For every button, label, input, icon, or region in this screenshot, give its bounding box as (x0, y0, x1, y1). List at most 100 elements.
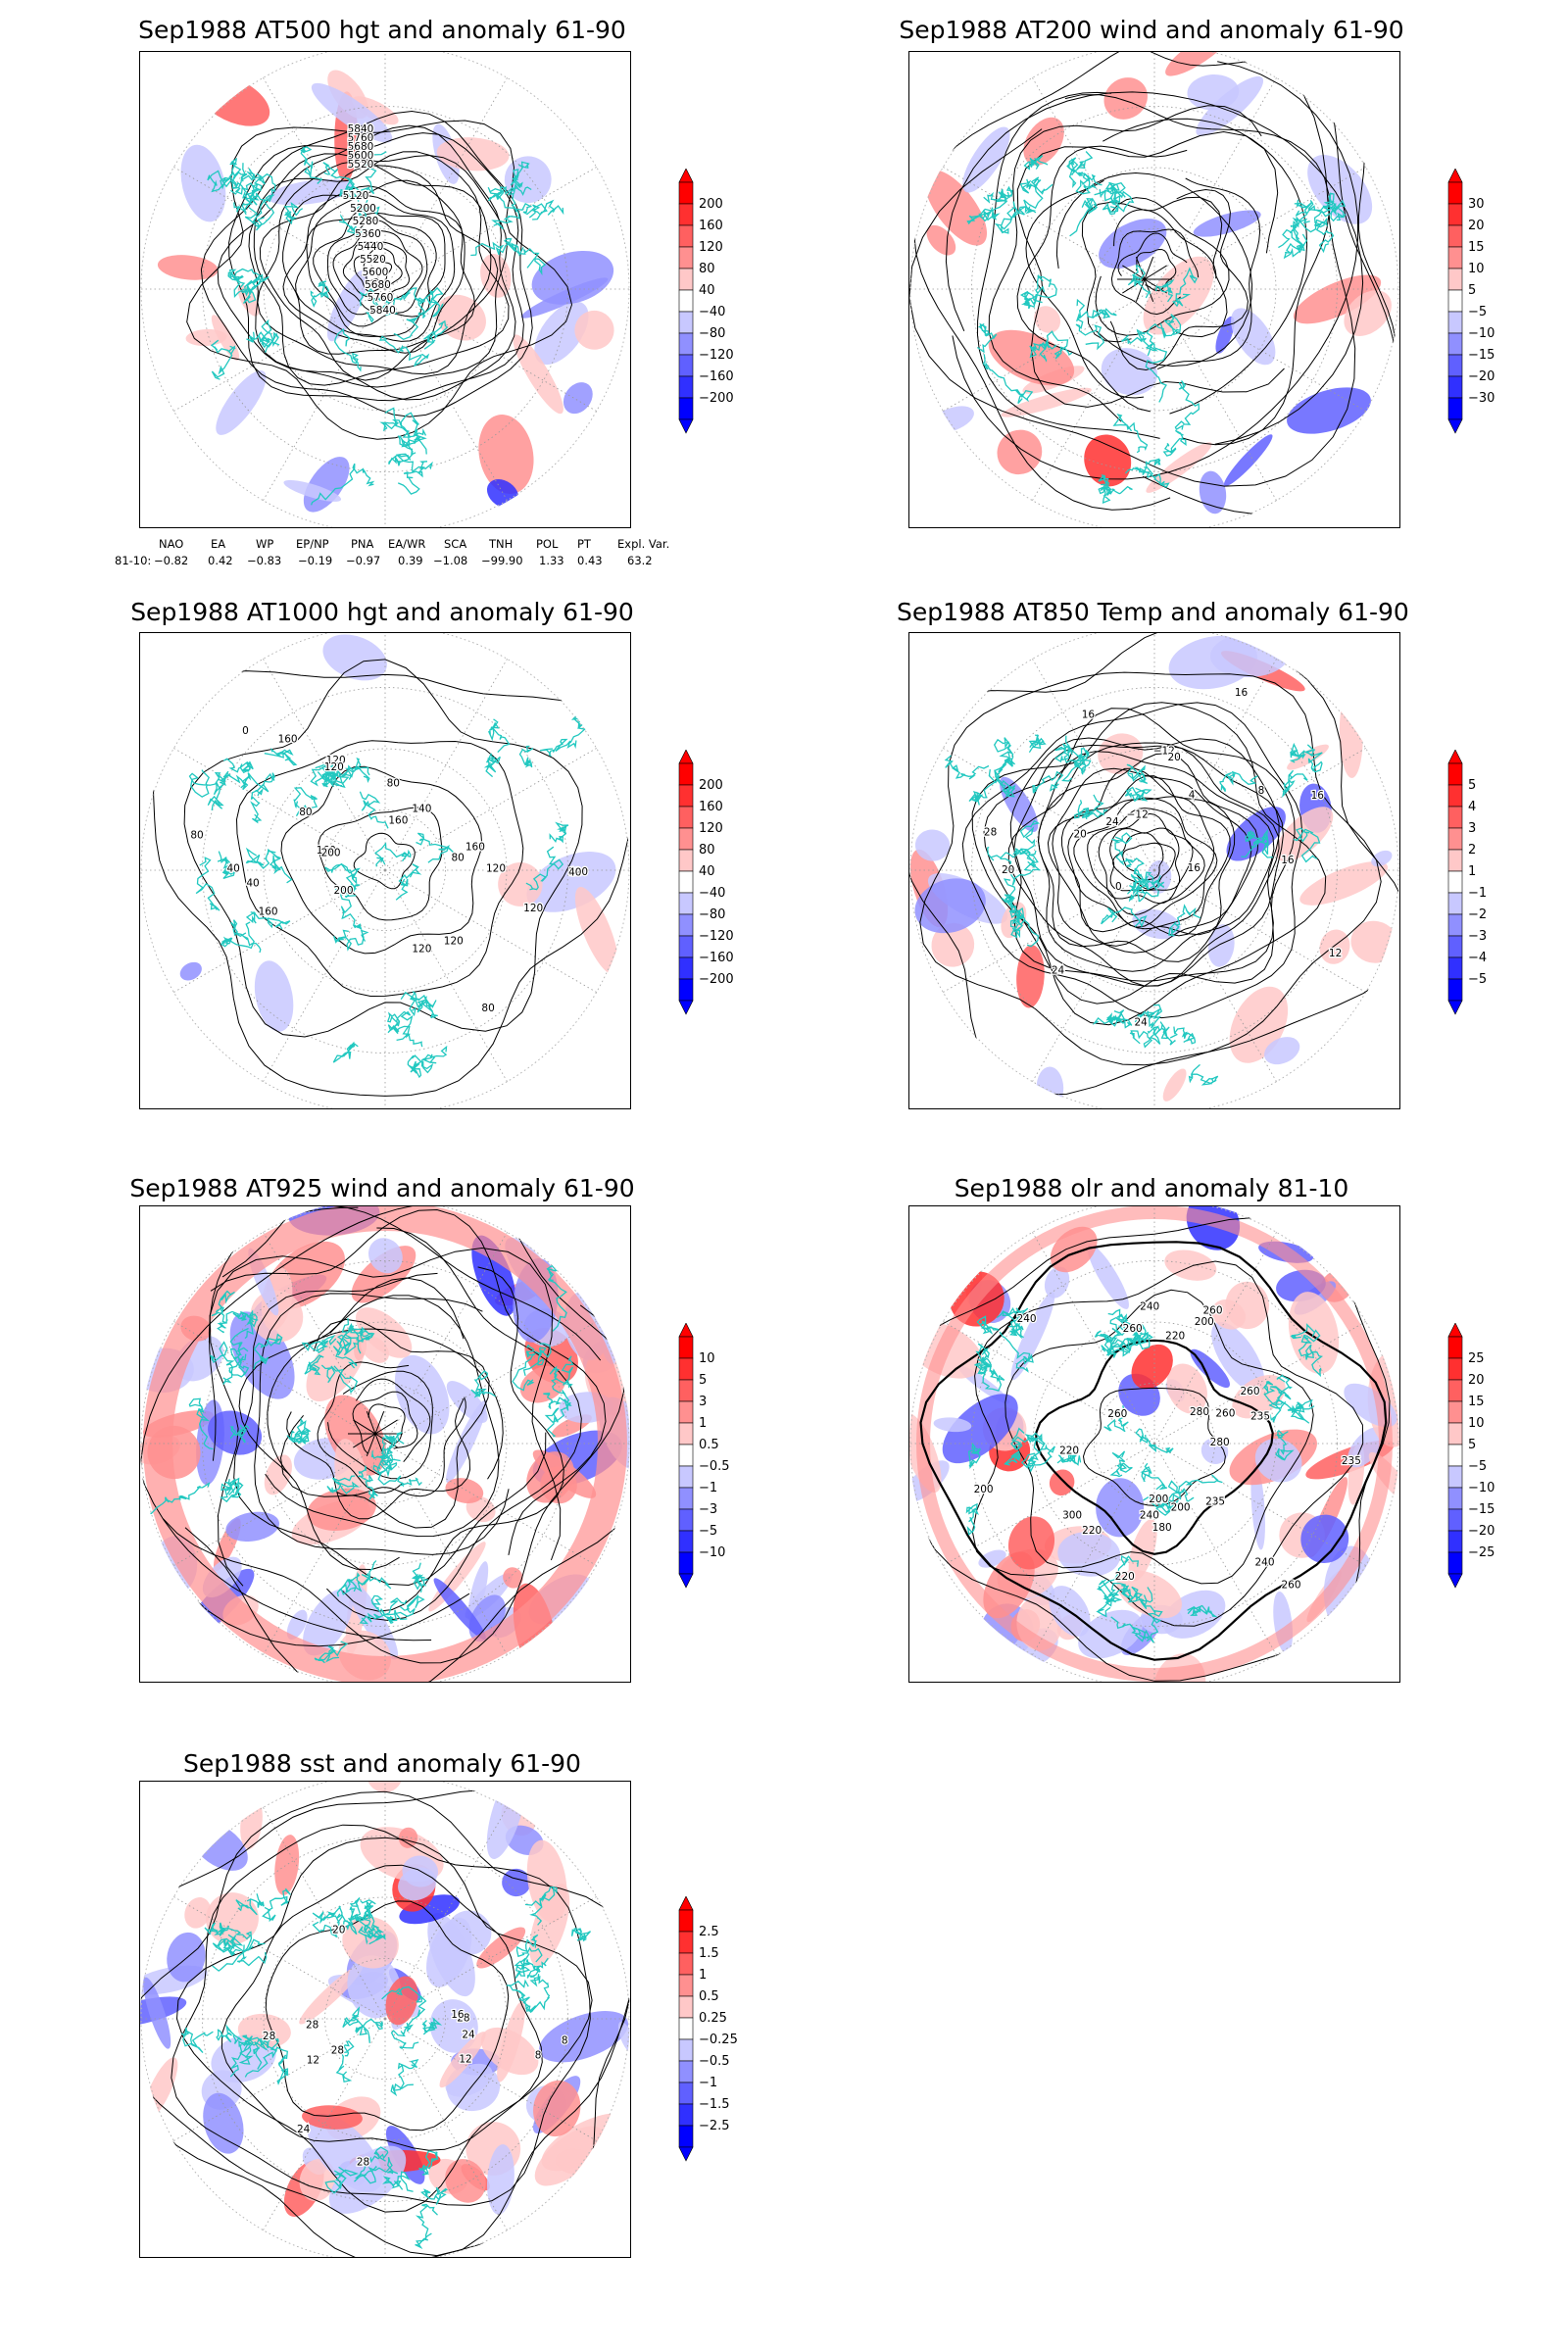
colorbar-tick-label: −120 (699, 348, 734, 363)
coastline (1004, 1449, 1021, 1466)
contour-line (1037, 751, 1275, 972)
coastline (180, 2027, 214, 2053)
colorbar-segment (678, 397, 694, 420)
longitude-gridline (384, 658, 509, 871)
coastline (995, 185, 1013, 203)
coastline (982, 354, 1034, 405)
colorbar-tick-label: −2 (1468, 907, 1487, 922)
coastline (220, 168, 256, 190)
contour-label: 120 (324, 761, 344, 773)
colorbar-tick-label: 1 (1468, 864, 1476, 879)
contour-label: 16 (1281, 855, 1295, 866)
contour-label: 5280 (353, 216, 379, 227)
contour-line (1109, 827, 1181, 892)
coastline (1174, 380, 1200, 431)
coastline (357, 151, 387, 202)
colorbar-segment (678, 1379, 694, 1402)
map-boundary (909, 52, 1399, 527)
index-value-nao: −0.82 (154, 554, 189, 567)
anomaly-patch (179, 961, 202, 981)
colorbar-segment (678, 2017, 694, 2040)
coastline (544, 1398, 572, 1438)
coastline (1109, 1450, 1133, 1478)
contour-labels: 5840576056805600552051205200528053605440… (341, 122, 397, 318)
coastline (227, 269, 245, 299)
coastline (301, 1334, 337, 1354)
colorbar-tick-label: −10 (1468, 326, 1494, 341)
coastline (525, 1957, 549, 1979)
streamline (355, 1378, 431, 1463)
colorbar-arrow-top (1447, 169, 1463, 183)
contour-line (253, 151, 510, 386)
colorbar-segment (1447, 311, 1463, 334)
colorbar-arrow-bottom (678, 1000, 694, 1015)
contour-line (217, 124, 516, 401)
colorbar-tick-label: −0.5 (699, 1459, 730, 1474)
contour-label: 120 (568, 866, 588, 878)
longitude-gridline (1153, 1443, 1367, 1567)
polar-map (909, 52, 1399, 527)
coastline (1162, 429, 1187, 457)
contour-line (919, 1241, 1388, 1661)
streamline (1016, 145, 1188, 413)
contour-label: 240 (1140, 1510, 1159, 1522)
coastline (510, 242, 547, 276)
panel-title: Sep1988 AT500 hgt and anomaly 61-90 (138, 16, 626, 44)
coastline (324, 2166, 360, 2194)
coastline (965, 1502, 979, 1536)
colorbar-tick-label: 20 (1468, 219, 1485, 233)
colorbar-segment (678, 935, 694, 958)
coastline (1168, 904, 1201, 937)
colorbar-arrow-top (1447, 1323, 1463, 1338)
anomaly-patch (1254, 1438, 1302, 1483)
longitude-gridline (384, 869, 598, 994)
contour-label: 260 (1240, 1386, 1259, 1397)
anomaly-patch (502, 1868, 531, 1897)
streamline (1144, 278, 1154, 303)
coastline (518, 745, 534, 768)
colorbar-tick-label: −20 (1468, 369, 1494, 384)
longitude-gridline (384, 869, 509, 1083)
streamline (267, 1328, 504, 1480)
colorbar-segment (678, 762, 694, 786)
contour-label: 16 (1311, 790, 1325, 802)
anomaly-patch (574, 310, 614, 350)
contour-label: 260 (1123, 1323, 1143, 1335)
coastline (1094, 1316, 1131, 1344)
map-frame: 28 24 28 28 16 12 8 20 12 8 28 24 28 (139, 1781, 631, 2258)
coastline (1290, 1323, 1321, 1345)
coastline (364, 1904, 379, 1939)
coastline (1107, 1308, 1146, 1335)
longitude-gridline (1153, 288, 1367, 413)
coastline (384, 1431, 405, 1445)
colorbar-segment (1447, 354, 1463, 377)
contour-line (152, 670, 630, 1097)
colorbar-arrow-bottom (1447, 1000, 1463, 1015)
colorbar-tick-label: −5 (1468, 1459, 1487, 1474)
coastline (549, 1355, 574, 1389)
anomaly-patch (299, 1964, 364, 2025)
contour-line (295, 195, 456, 342)
map-boundary (909, 633, 1399, 1108)
anomaly-patch (303, 1589, 353, 1656)
coastline (470, 1370, 496, 1398)
anomaly-patch (439, 2032, 486, 2088)
coastline (1125, 858, 1151, 890)
contour-label: 120 (486, 863, 506, 875)
coastline (310, 280, 330, 308)
longitude-gridline (1031, 869, 1155, 1083)
coastline (1105, 1333, 1152, 1357)
coastline (230, 182, 261, 206)
coastline (1094, 187, 1135, 213)
anomaly-patch (1096, 1478, 1145, 1538)
coastline (359, 288, 393, 323)
anomaly-patch (1084, 434, 1132, 487)
anomaly-patch (924, 170, 988, 246)
coastline (1101, 906, 1148, 928)
coastline (286, 1430, 309, 1445)
contour-label: 160 (278, 734, 298, 746)
contour-label: 28 (457, 2013, 469, 2025)
colorbar: 200 160 120 80 40 −40 −80 −120 −160 −200 (678, 750, 734, 1015)
coastline (968, 779, 1000, 806)
